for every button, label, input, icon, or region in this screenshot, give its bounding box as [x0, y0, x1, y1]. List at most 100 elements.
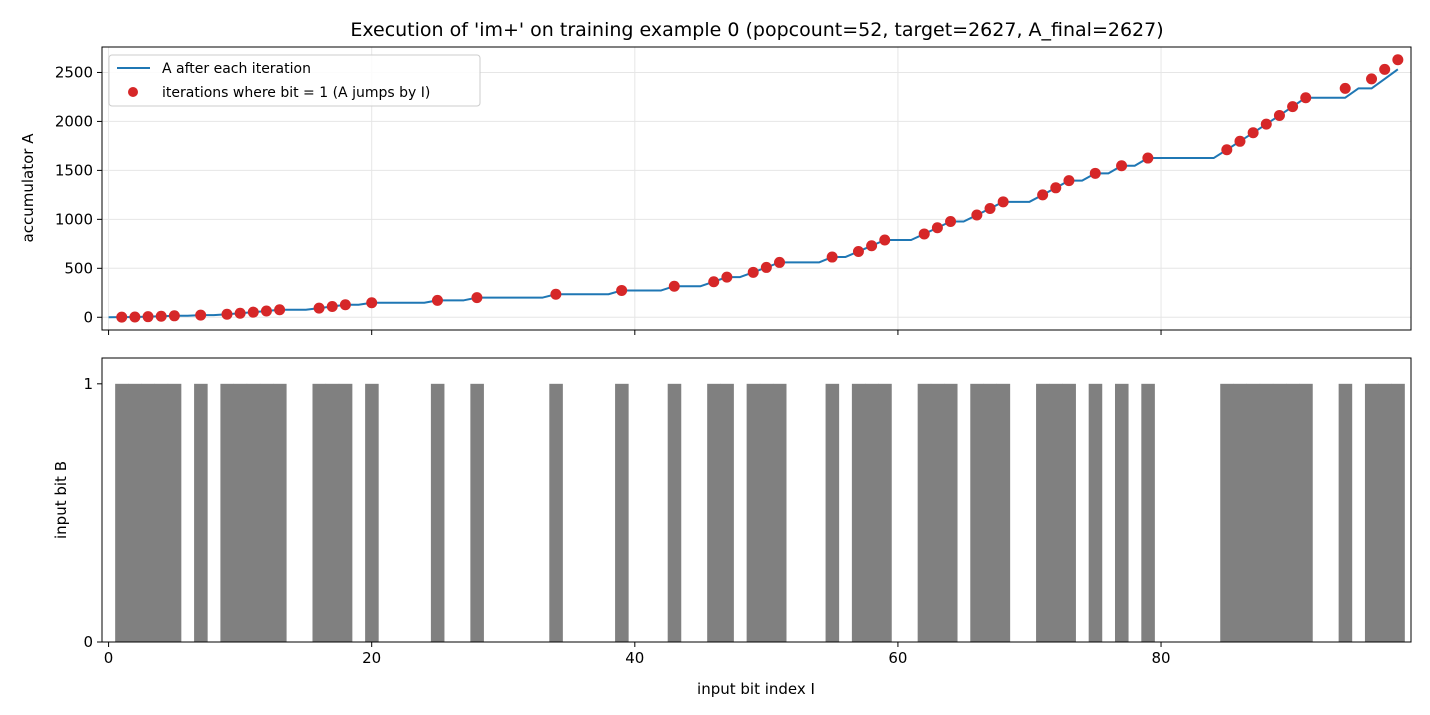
data-point-marker	[1050, 182, 1062, 194]
top-panel: 0 500 1000 1500 2000 2500 accumulator A A aft…	[19, 46, 1412, 335]
data-point-marker	[1037, 189, 1049, 201]
bar	[851, 383, 866, 642]
bar	[338, 383, 353, 642]
data-point-marker	[826, 251, 838, 263]
legend-marker-swatch	[128, 87, 138, 97]
data-point-marker	[1392, 54, 1404, 66]
chart-title: Execution of 'im+' on training example 0…	[350, 19, 1163, 41]
data-point-marker	[221, 308, 233, 320]
top-y-ticks: 0 500 1000 1500 2000 2500	[55, 63, 102, 326]
bar	[772, 383, 787, 642]
bar	[273, 383, 287, 642]
bottom-x-tick-label: 20	[362, 649, 381, 667]
data-point-marker	[918, 228, 930, 240]
bar	[667, 383, 682, 642]
bar	[141, 383, 156, 642]
data-point-marker	[326, 301, 338, 312]
bar	[259, 383, 274, 642]
top-y-tick-label: 1500	[55, 161, 93, 179]
data-point-marker	[708, 276, 720, 288]
data-point-marker	[1366, 73, 1378, 85]
bar	[970, 383, 984, 642]
bar	[746, 383, 761, 642]
data-point-marker	[313, 302, 325, 314]
bottom-x-axis-label: input bit index I	[697, 680, 815, 698]
bar	[707, 383, 721, 642]
data-point-marker	[1063, 175, 1075, 187]
bar	[1378, 383, 1392, 642]
top-y-axis-label: accumulator A	[19, 133, 37, 243]
bottom-x-tick-label: 0	[104, 649, 114, 667]
data-point-marker	[1300, 92, 1312, 104]
data-point-marker	[971, 209, 983, 221]
top-x-ticks	[108, 330, 1162, 335]
bar	[115, 383, 129, 642]
data-point-marker	[879, 234, 891, 246]
top-y-tick-label: 2000	[55, 112, 93, 130]
top-y-tick-label: 1000	[55, 210, 93, 228]
data-point-marker	[550, 288, 562, 300]
data-point-marker	[247, 306, 259, 318]
bottom-bars	[115, 383, 1405, 642]
bottom-y-axis-label: input bit B	[52, 461, 70, 539]
data-point-marker	[984, 202, 996, 214]
bar	[1233, 383, 1247, 642]
top-y-tick-label: 0	[83, 308, 93, 326]
bar	[878, 383, 892, 642]
bottom-y-ticks: 01	[83, 375, 102, 651]
data-point-marker	[1089, 167, 1101, 179]
data-point-marker	[260, 305, 272, 317]
data-point-marker	[155, 310, 167, 322]
bottom-panel: 0 20 40 60 80 01 input bit B input bit index…	[52, 357, 1412, 698]
data-point-marker	[747, 266, 759, 278]
bar	[365, 383, 379, 642]
bar	[1246, 383, 1261, 642]
bar	[128, 383, 142, 642]
bar	[1272, 383, 1287, 642]
data-point-marker	[1234, 135, 1246, 147]
data-point-marker	[116, 311, 128, 323]
bar	[825, 383, 840, 642]
data-point-marker	[760, 261, 772, 273]
bar	[1036, 383, 1050, 642]
bar	[930, 383, 945, 642]
bar	[1338, 383, 1353, 642]
data-point-marker	[1116, 160, 1128, 172]
data-point-marker	[1142, 152, 1154, 164]
data-point-marker	[1339, 82, 1351, 94]
data-point-marker	[366, 297, 378, 309]
data-point-marker	[142, 311, 154, 323]
data-point-marker	[866, 240, 878, 252]
bar	[983, 383, 997, 642]
bar	[917, 383, 932, 642]
data-point-marker	[931, 222, 943, 234]
bar	[549, 383, 563, 642]
bottom-x-tick-label: 80	[1151, 649, 1170, 667]
bottom-x-ticks: 0 20 40 60 80	[104, 642, 1171, 667]
bar	[1088, 383, 1103, 642]
data-point-marker	[471, 292, 483, 304]
data-point-marker	[1260, 118, 1272, 130]
bottom-x-tick-label: 40	[625, 649, 644, 667]
bottom-x-tick-label: 60	[888, 649, 907, 667]
data-point-marker	[1379, 63, 1391, 75]
top-series-markers	[116, 54, 1404, 323]
data-point-marker	[945, 216, 957, 227]
bar	[1364, 383, 1379, 642]
bar	[154, 383, 169, 642]
data-point-marker	[616, 284, 628, 296]
data-point-marker	[668, 280, 680, 292]
top-y-tick-label: 2500	[55, 63, 93, 81]
bottom-y-tick-label: 0	[83, 633, 93, 651]
data-point-marker	[195, 309, 207, 321]
bar	[1220, 383, 1234, 642]
bar	[325, 383, 340, 642]
bar	[220, 383, 234, 642]
data-point-marker	[234, 307, 246, 319]
bar	[470, 383, 484, 642]
data-point-marker	[129, 311, 141, 323]
legend-box	[108, 54, 481, 107]
bar	[1062, 383, 1076, 642]
bar	[1286, 383, 1300, 642]
bar	[865, 383, 879, 642]
